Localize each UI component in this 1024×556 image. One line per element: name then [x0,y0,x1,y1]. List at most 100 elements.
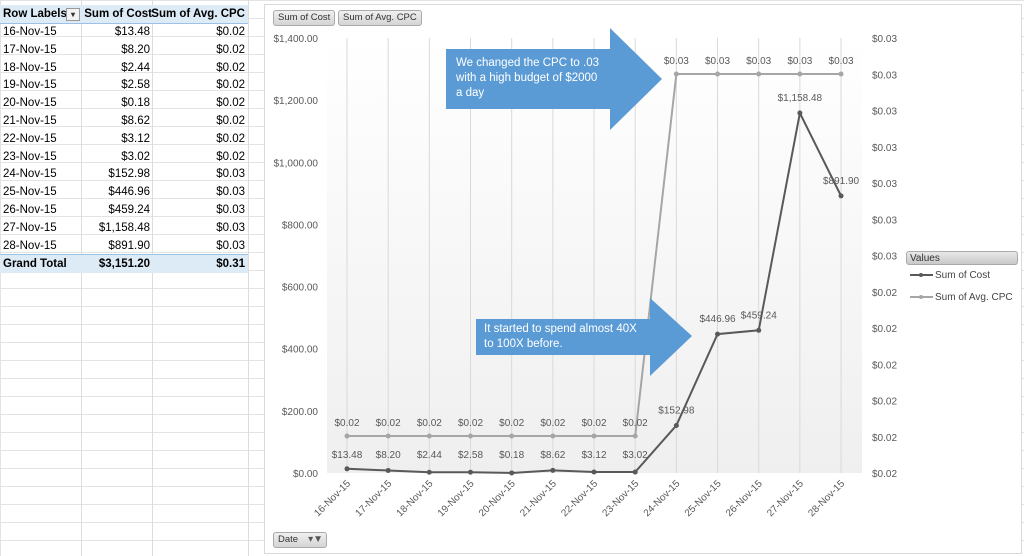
sum-cpc-header: Sum of Avg. CPC [151,8,245,20]
field-button-sum-cpc[interactable]: Sum of Avg. CPC [338,10,422,26]
x-axis-tick: 20-Nov-15 [477,478,518,519]
grand-total-row: Grand Total $3,151.20 $0.31 [0,254,248,273]
row-cost: $2.58 [121,79,150,92]
grand-total-label: Grand Total [3,258,67,270]
left-axis-tick: $800.00 [282,220,319,231]
row-cost: $1,158.48 [98,221,150,234]
field-button-sum-cost[interactable]: Sum of Cost [273,10,336,26]
legend-item-sum-cpc[interactable]: Sum of Avg. CPC [935,292,1013,303]
x-axis-tick: 28-Nov-15 [806,478,847,519]
row-date: 18-Nov-15 [3,61,57,74]
pivot-row[interactable]: 18-Nov-15 $2.44 $0.02 [0,59,248,77]
pivot-row[interactable]: 19-Nov-15 $2.58 $0.02 [0,76,248,94]
column-divider [152,0,153,556]
row-date: 24-Nov-15 [3,168,57,181]
row-cost: $459.24 [108,204,150,216]
data-label-cost: $0.18 [499,450,524,461]
row-cost: $152.98 [108,168,150,181]
legend-title[interactable]: Values [906,251,1018,265]
pivot-row[interactable]: 26-Nov-15 $459.24 $0.03 [0,201,248,219]
data-label-cpc: $0.02 [623,418,648,429]
data-label-cost: $446.96 [699,314,736,325]
x-axis-tick: 25-Nov-15 [683,478,724,519]
x-axis-tick: 27-Nov-15 [765,478,806,519]
row-cost: $8.62 [121,115,150,127]
row-cost: $891.90 [108,239,150,252]
row-cpc: $0.03 [216,221,245,234]
row-cost: $13.48 [114,26,150,38]
callout-arrow-bottom [476,298,692,376]
data-label-cpc: $0.02 [417,418,442,429]
row-cpc: $0.02 [216,26,245,38]
right-axis-tick: $0.02 [872,397,897,408]
pivot-row[interactable]: 22-Nov-15 $3.12 $0.02 [0,130,248,148]
pivot-row[interactable]: 20-Nov-15 $0.18 $0.02 [0,94,248,112]
x-axis-tick: 16-Nov-15 [312,478,353,519]
data-label-cpc: $0.02 [499,418,524,429]
row-cost: $2.44 [121,61,150,74]
data-label-cpc: $0.02 [582,418,607,429]
right-axis-tick: $0.03 [872,70,897,81]
right-axis-tick: $0.03 [872,107,897,118]
row-cpc: $0.03 [216,186,245,199]
pivot-row[interactable]: 17-Nov-15 $8.20 $0.02 [0,41,248,59]
data-label-cpc: $0.02 [376,418,401,429]
grand-total-cost: $3,151.20 [98,258,150,270]
row-date: 17-Nov-15 [3,43,57,56]
data-label-cost: $891.90 [823,176,860,187]
row-date: 22-Nov-15 [3,132,57,145]
row-date: 27-Nov-15 [3,221,57,234]
left-axis-tick: $1,000.00 [274,158,319,169]
filter-funnel-icon: ▾▼ [308,534,323,545]
data-label-cost: $1,158.48 [778,93,823,104]
column-divider [248,0,249,556]
row-cpc: $0.02 [216,61,245,74]
left-axis-tick: $1,400.00 [274,34,319,45]
row-cost: $446.96 [108,186,150,199]
data-label-cpc: $0.03 [746,56,771,67]
row-labels-filter-button[interactable]: ▾ [66,8,80,21]
data-label-cost: $2.44 [417,450,442,461]
grand-total-cpc: $0.31 [216,258,245,270]
pivot-row[interactable]: 24-Nov-15 $152.98 $0.03 [0,165,248,183]
row-cpc: $0.02 [216,115,245,127]
row-cpc: $0.02 [216,97,245,110]
row-cpc: $0.03 [216,168,245,181]
right-axis-tick: $0.03 [872,143,897,154]
data-label-cost: $3.12 [582,450,607,461]
data-label-cost: $459.24 [741,310,778,321]
x-axis-tick: 24-Nov-15 [642,478,683,519]
data-label-cost: $2.58 [458,450,483,461]
pivot-row[interactable]: 23-Nov-15 $3.02 $0.02 [0,148,248,166]
right-axis-tick: $0.03 [872,252,897,263]
data-label-cpc: $0.03 [705,56,730,67]
left-axis-tick: $400.00 [282,345,319,356]
date-axis-field-button[interactable]: Date ▾▼ [273,532,327,548]
row-cost: $3.12 [121,132,150,145]
pivot-row[interactable]: 27-Nov-15 $1,158.48 $0.03 [0,219,248,237]
row-cost: $8.20 [121,43,150,56]
pivot-row[interactable]: 25-Nov-15 $446.96 $0.03 [0,183,248,201]
right-axis-tick: $0.02 [872,433,897,444]
row-date: 21-Nov-15 [3,115,57,127]
callout-text-top: We changed the CPC to .03 with a high bu… [456,57,599,99]
data-label-cpc: $0.03 [829,56,854,67]
data-label-cost: $3.02 [623,450,648,461]
legend-item-sum-cost[interactable]: Sum of Cost [935,270,991,281]
row-labels-header: Row Labels [3,8,67,20]
row-date: 20-Nov-15 [3,97,57,110]
pivot-row[interactable]: 16-Nov-15 $13.48 $0.02 [0,23,248,41]
callout-arrow-top [446,28,662,130]
legend-cost-marker-icon [910,273,933,277]
pivot-row[interactable]: 28-Nov-15 $891.90 $0.03 [0,237,248,255]
pivot-row[interactable]: 21-Nov-15 $8.62 $0.02 [0,112,248,130]
column-divider [81,0,82,556]
left-axis-tick: $200.00 [282,407,319,418]
x-axis-tick: 19-Nov-15 [436,478,477,519]
row-date: 25-Nov-15 [3,186,57,199]
x-axis-tick: 22-Nov-15 [559,478,600,519]
row-date: 28-Nov-15 [3,239,57,252]
right-axis-tick: $0.02 [872,469,897,480]
right-axis-tick: $0.02 [872,324,897,335]
right-axis-tick: $0.02 [872,288,897,299]
